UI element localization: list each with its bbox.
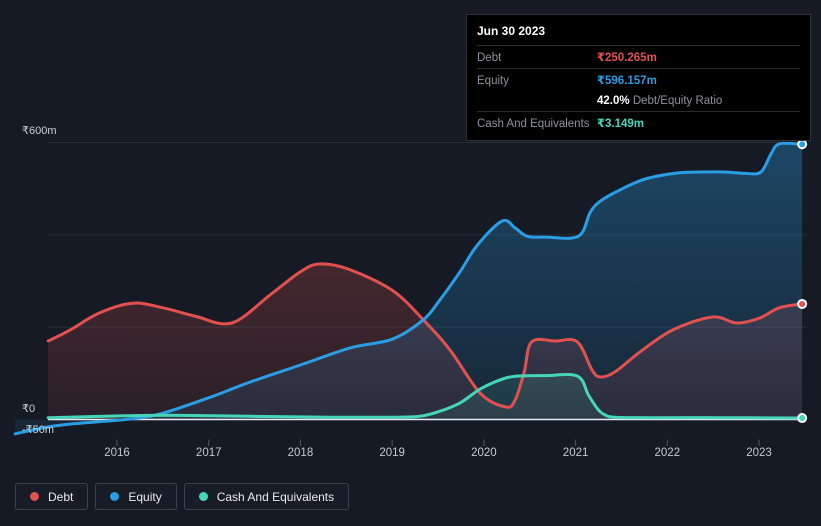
cash-series-dot	[198, 492, 208, 501]
equity-value: ₹596.157m	[597, 75, 657, 87]
legend-item-debt[interactable]: Debt	[15, 483, 89, 510]
legend-item-equity[interactable]: Equity	[95, 483, 177, 510]
equity-label: Equity	[477, 75, 509, 87]
tooltip-row-ratio: 42.0% Debt/Equity Ratio	[477, 91, 800, 112]
tooltip-row-cash: Cash And Equivalents ₹3.149m	[477, 112, 800, 134]
y-axis-label: ₹600m	[22, 125, 57, 138]
cash-label: Cash And Equivalents	[477, 118, 590, 130]
tooltip-row-equity: Equity ₹596.157m	[477, 69, 800, 91]
cash-line	[46, 373, 804, 420]
tooltip-date: Jun 30 2023	[477, 24, 546, 38]
x-axis-label-2021: 2021	[562, 447, 589, 459]
debt-label: Debt	[477, 52, 502, 64]
cash-end-marker	[797, 413, 808, 424]
chart-legend: Debt Equity Cash And Equivalents	[15, 483, 350, 510]
y-axis-label: ₹0	[22, 402, 36, 415]
x-axis-label-2023: 2023	[746, 447, 772, 459]
tooltip-row-debt: Debt ₹250.265m	[477, 46, 800, 69]
y-axis-label: -₹50m	[22, 423, 55, 436]
debt-end-marker	[797, 298, 808, 309]
debt-equity-ratio: 42.0% Debt/Equity Ratio	[597, 95, 723, 107]
x-axis-label-2017: 2017	[195, 447, 222, 459]
debt-series-dot	[30, 492, 39, 501]
x-axis-label-2018: 2018	[287, 447, 314, 459]
equity-end-marker	[797, 139, 808, 150]
chart-tooltip: Jun 30 2023 Debt ₹250.265m Equity ₹596.1…	[466, 14, 811, 141]
x-axis-label-2020: 2020	[471, 447, 497, 459]
x-axis-label-2022: 2022	[654, 447, 681, 459]
equity-line	[13, 141, 804, 436]
equity-series-dot	[110, 492, 120, 501]
legend-item-cash[interactable]: Cash And Equivalents	[183, 483, 350, 510]
equity-area	[15, 143, 803, 434]
debt-line	[46, 262, 804, 409]
divider	[477, 45, 800, 46]
debt-value: ₹250.265m	[597, 52, 657, 64]
x-axis-label-2016: 2016	[104, 447, 130, 459]
cash-value: ₹3.149m	[597, 118, 645, 130]
x-axis-label-2019: 2019	[379, 447, 405, 459]
